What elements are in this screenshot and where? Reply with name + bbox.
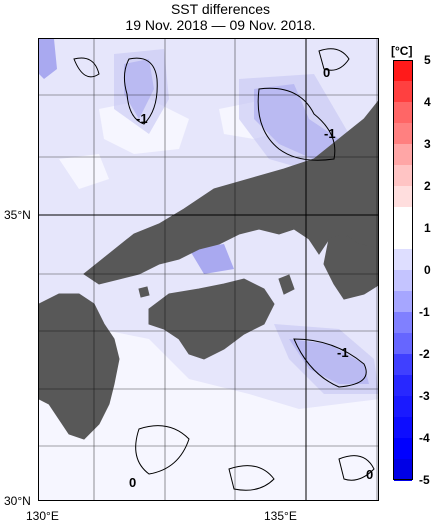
colorbar-swatch xyxy=(394,354,412,376)
colorbar-swatch xyxy=(394,270,412,292)
colorbar-swatch xyxy=(394,228,412,250)
lon-label-130e: 130°E xyxy=(26,509,59,523)
colorbar-swatch xyxy=(394,396,412,418)
contour-label: 0 xyxy=(323,65,330,80)
chart-title: SST differences xyxy=(170,1,271,17)
colorbar-swatch xyxy=(394,165,412,187)
colorbar-swatch xyxy=(394,207,412,229)
contour-label: -1 xyxy=(337,345,349,360)
colorbar-swatch xyxy=(394,375,412,397)
colorbar-swatch xyxy=(394,81,412,103)
colorbar-swatch xyxy=(394,438,412,460)
colorbar-tick-label: 2 xyxy=(424,179,431,193)
colorbar-frame xyxy=(393,60,413,480)
date-range: 19 Nov. 2018 — 09 Nov. 2018. xyxy=(125,17,316,33)
colorbar-tick-label: -3 xyxy=(419,389,430,403)
colorbar-tick-label: -2 xyxy=(419,347,430,361)
lon-label-135e: 135°E xyxy=(264,509,297,523)
lat-label-30n: 30°N xyxy=(4,494,31,508)
sst-map: -1 0 -1 -1 0 0 xyxy=(38,38,379,501)
contour-label: 0 xyxy=(366,467,373,482)
colorbar-swatch xyxy=(394,312,412,334)
colorbar-tick-label: 1 xyxy=(424,221,431,235)
contours xyxy=(73,48,375,491)
colorbar-swatch xyxy=(394,102,412,124)
contour-label: -1 xyxy=(136,111,148,126)
colorbar-swatch xyxy=(394,333,412,355)
contour-label: 0 xyxy=(129,475,136,490)
colorbar-swatch xyxy=(394,459,412,481)
colorbar-swatch xyxy=(394,60,412,82)
colorbar-swatch xyxy=(394,291,412,313)
colorbar-unit: [°C] xyxy=(391,44,413,58)
colorbar-tick-label: 5 xyxy=(424,53,431,67)
map-canvas: -1 0 -1 -1 0 0 xyxy=(39,39,378,500)
colorbar-tick-label: -1 xyxy=(419,305,430,319)
colorbar-tick-label: -4 xyxy=(419,431,430,445)
colorbar-swatch xyxy=(394,249,412,271)
lat-label-35n: 35°N xyxy=(4,208,31,222)
colorbar-tick-label: 4 xyxy=(424,95,431,109)
colorbar-swatch xyxy=(394,186,412,208)
colorbar-swatch xyxy=(394,123,412,145)
colorbar-tick-label: 0 xyxy=(424,263,431,277)
contour-label: -1 xyxy=(324,126,336,141)
colorbar-swatch xyxy=(394,417,412,439)
colorbar-tick-label: -5 xyxy=(419,473,430,487)
land xyxy=(39,100,378,440)
colorbar-swatch xyxy=(394,144,412,166)
colorbar-tick-label: 3 xyxy=(424,137,431,151)
moderate-anomaly-areas xyxy=(114,49,378,394)
